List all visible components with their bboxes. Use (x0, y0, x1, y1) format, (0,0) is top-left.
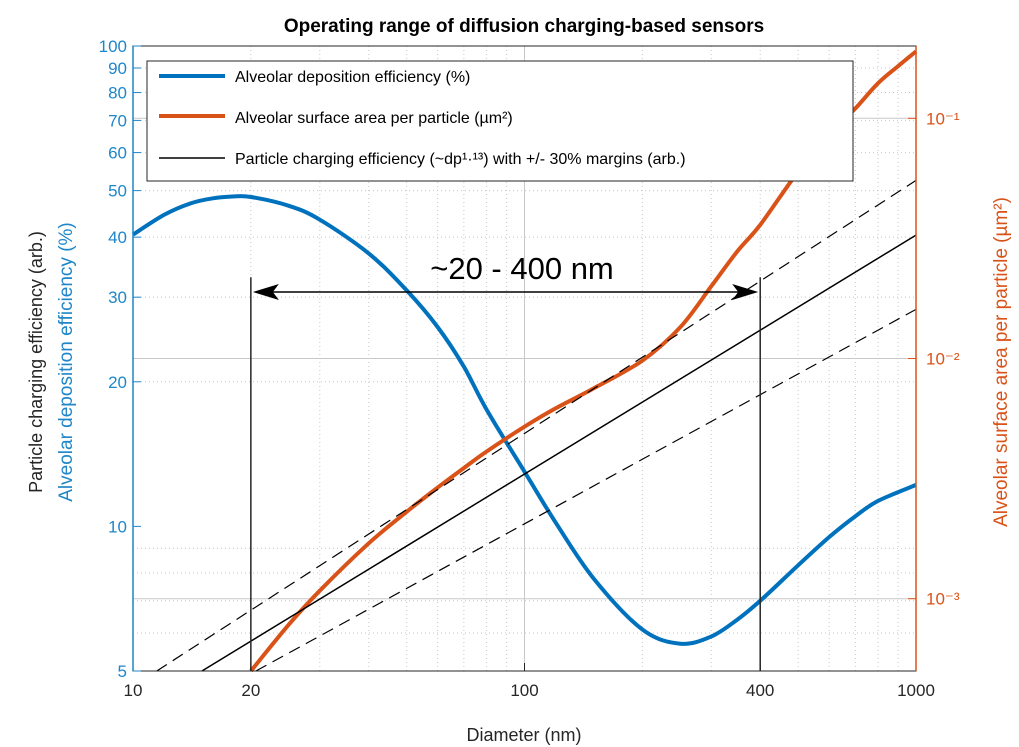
chart-title: Operating range of diffusion charging-ba… (284, 16, 764, 37)
y-right-tick-label: 10⁻¹ (926, 109, 960, 128)
x-tick-label: 10 (124, 681, 143, 700)
y-left-tick-label: 90 (108, 59, 127, 78)
legend-label-charging: Particle charging efficiency (~dp¹·¹³) w… (235, 151, 686, 168)
axes: 10 20 100 400 1000510203040506070809010010⁻³… (99, 37, 960, 700)
x-axis-label: Diameter (nm) (466, 725, 581, 745)
x-tick-label: 1000 (897, 681, 935, 700)
y-left-tick-label: 40 (108, 228, 127, 247)
legend: Alveolar deposition efficiency (%) Alveo… (146, 60, 854, 182)
y-left-tick-label: 50 (108, 182, 127, 201)
deposition-efficiency-line (131, 194, 917, 646)
x-tick-label: 100 (510, 681, 538, 700)
y-axis-label-right: Alveolar surface area per particle (µm²) (991, 197, 1012, 527)
y-left-tick-label: 30 (108, 288, 127, 307)
y-left-tick-label: 60 (108, 144, 127, 163)
y-axis-label-left: Alveolar deposition efficiency (%) (56, 222, 77, 502)
y-left-tick-label: 5 (118, 662, 127, 681)
y-left-tick-label: 20 (108, 373, 127, 392)
y-right-tick-label: 10⁻² (926, 350, 960, 369)
range-arrow-left-head (252, 284, 279, 300)
x-tick-label: 20 (241, 681, 260, 700)
annotation-group (250, 277, 761, 671)
y-left-tick-label: 80 (108, 84, 127, 103)
y-left-tick-label: 100 (99, 37, 127, 56)
y-left-tick-label: 10 (108, 517, 127, 536)
legend-label-surface: Alveolar surface area per particle (µm²) (235, 110, 513, 127)
charging-lower-margin-line (255, 308, 917, 672)
y-left-tick-label: 70 (108, 111, 127, 130)
y-axis-label-outer: Particle charging efficiency (arb.) (26, 231, 46, 493)
y-right-tick-label: 10⁻³ (926, 590, 960, 609)
x-tick-label: 400 (746, 681, 774, 700)
range-annotation: ~20 - 400 nm (430, 251, 614, 286)
legend-label-deposition: Alveolar deposition efficiency (%) (235, 69, 470, 86)
legend-box (146, 60, 854, 182)
charging-efficiency-line (201, 234, 917, 672)
range-arrow-right-head (732, 284, 759, 300)
